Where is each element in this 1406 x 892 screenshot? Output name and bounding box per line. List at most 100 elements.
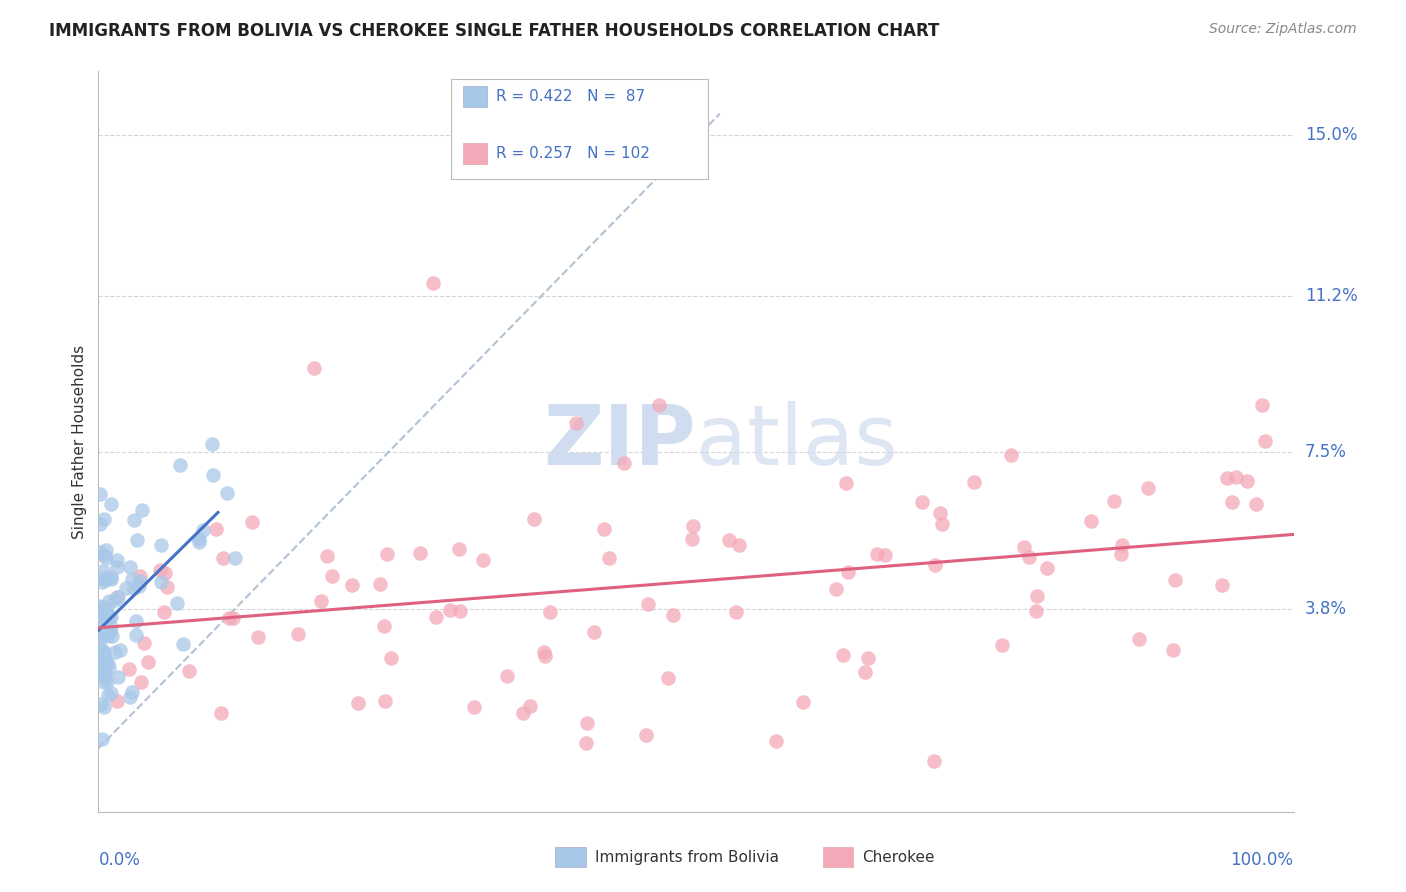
Point (657, 672, 679, 686)
Point (373, 619, 395, 633)
Point (1025, 604, 1047, 618)
Point (128, 569, 150, 583)
Point (93, 645, 115, 659)
Point (121, 573, 143, 587)
Point (91, 600, 114, 615)
Point (128, 579, 150, 593)
Point (224, 551, 246, 566)
Point (100, 498, 122, 512)
Point (593, 522, 616, 536)
Text: 15.0%: 15.0% (1305, 126, 1357, 144)
Point (583, 624, 606, 639)
Point (409, 546, 432, 560)
Point (94, 605, 117, 619)
Point (1244, 497, 1267, 511)
Point (97, 629, 120, 643)
Point (100, 620, 122, 634)
Point (96, 624, 118, 639)
Text: ZIP: ZIP (544, 401, 696, 482)
Point (201, 468, 224, 483)
Point (191, 523, 214, 537)
Point (538, 605, 561, 619)
Point (188, 535, 211, 549)
Point (368, 576, 391, 591)
Point (340, 578, 363, 592)
Point (105, 560, 128, 574)
Point (93, 627, 115, 641)
Point (104, 593, 127, 607)
Point (155, 566, 177, 580)
Point (347, 696, 370, 710)
Point (613, 456, 636, 470)
Point (1111, 538, 1133, 552)
Point (661, 608, 683, 623)
Point (1136, 482, 1159, 496)
Point (131, 502, 153, 516)
Point (90, 732, 112, 747)
Point (832, 648, 855, 662)
Text: 11.2%: 11.2% (1305, 286, 1357, 304)
Point (104, 645, 127, 659)
Point (215, 486, 238, 500)
Point (681, 532, 703, 546)
Point (922, 754, 945, 768)
Point (1236, 474, 1258, 488)
Point (287, 626, 309, 640)
Text: Cherokee: Cherokee (862, 850, 935, 864)
Point (129, 675, 152, 690)
Point (439, 603, 461, 617)
Point (166, 596, 188, 610)
Point (221, 611, 243, 625)
Point (91, 664, 114, 678)
Point (115, 581, 138, 595)
Point (533, 644, 555, 658)
Point (94, 617, 117, 632)
Point (425, 610, 447, 624)
Bar (463, 144, 486, 164)
Point (422, 276, 444, 290)
Text: R = 0.257   N = 102: R = 0.257 N = 102 (496, 146, 650, 161)
Point (91, 660, 114, 674)
Point (93, 646, 115, 660)
Point (89, 599, 111, 613)
Point (728, 538, 751, 552)
Point (495, 669, 517, 683)
Point (634, 728, 657, 742)
Text: 100.0%: 100.0% (1230, 851, 1294, 869)
Point (201, 437, 224, 451)
Point (1080, 514, 1102, 528)
Point (1225, 469, 1247, 483)
Point (108, 642, 131, 657)
Point (96, 600, 118, 615)
Point (98, 610, 121, 624)
Point (89, 545, 111, 559)
Point (107, 590, 129, 604)
Point (120, 690, 142, 704)
Point (1109, 547, 1132, 561)
Point (169, 458, 191, 472)
Point (931, 516, 953, 531)
Point (177, 664, 200, 678)
Point (1161, 643, 1184, 657)
Point (118, 662, 141, 676)
Point (97, 689, 120, 703)
Point (875, 549, 897, 563)
Point (107, 670, 129, 684)
Point (125, 615, 148, 629)
Point (97, 661, 120, 675)
Point (118, 559, 141, 574)
Point (512, 706, 534, 721)
Point (1220, 495, 1243, 509)
Point (100, 570, 122, 584)
Point (89, 516, 111, 531)
Point (105, 694, 128, 708)
Point (90, 601, 112, 615)
Point (98, 625, 121, 640)
Point (100, 686, 122, 700)
Point (471, 553, 494, 567)
Point (149, 564, 172, 578)
Point (321, 568, 343, 582)
Point (375, 547, 398, 561)
Point (93, 570, 115, 584)
Point (447, 541, 470, 556)
